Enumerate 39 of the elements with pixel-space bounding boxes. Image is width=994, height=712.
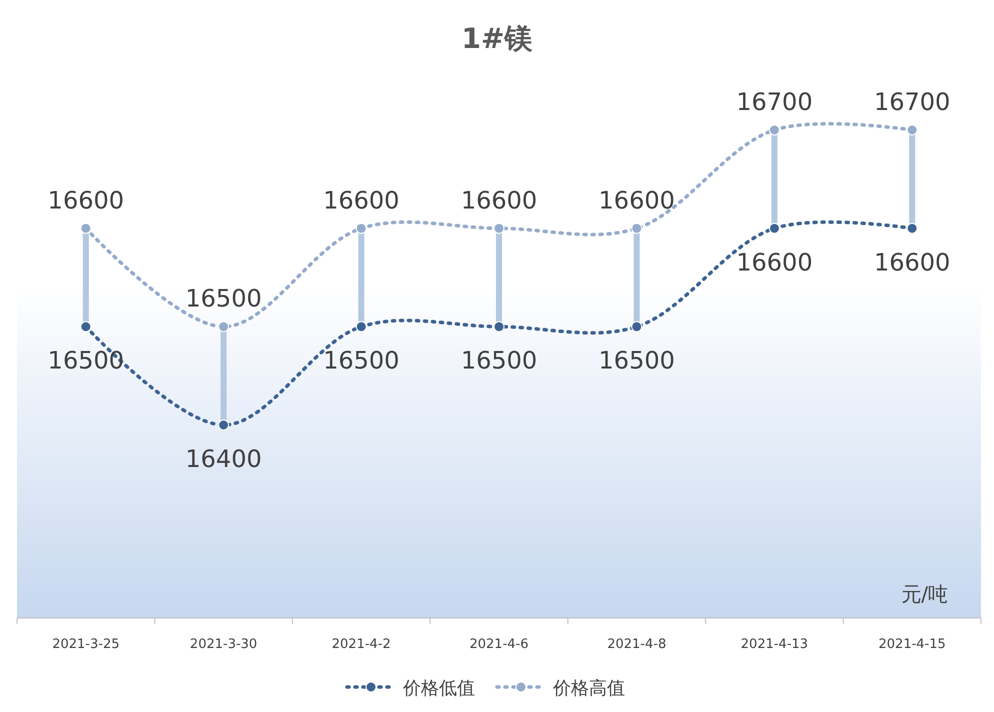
x-tick-label: 2021-4-15 [878,637,946,652]
data-label: 16500 [323,346,400,375]
data-label: 16600 [460,186,538,214]
x-tick-label: 2021-4-13 [740,637,808,652]
data-label: 16600 [323,186,400,214]
x-tick-label: 2021-4-2 [332,637,391,652]
legend-label: 价格低值 [402,678,475,699]
point [631,222,642,234]
data-label: 16700 [736,88,813,116]
point [906,124,918,136]
data-label: 16500 [598,346,675,375]
point [356,222,367,234]
data-label: 16600 [598,186,675,214]
x-tick-label: 2021-3-30 [190,637,258,652]
point [80,321,92,332]
text: 元/吨 [901,582,948,606]
point [906,222,918,234]
point [80,222,92,234]
data-label: 16400 [185,445,262,473]
point [494,321,504,332]
data-label: 16500 [185,284,262,313]
data-label: 16700 [874,88,950,116]
data-label: 16600 [874,248,950,276]
data-label: 16600 [736,248,813,276]
point [218,420,230,430]
point [768,124,780,136]
data-label: 16600 [48,186,124,214]
data-label: 16500 [460,346,538,375]
point [768,222,780,234]
x-tick-label: 2021-3-25 [52,637,120,652]
x-tick-label: 2021-4-8 [607,637,666,652]
x-tick-label: 2021-4-6 [469,637,529,652]
chart-title: 1#镁 [462,22,534,55]
point [494,222,504,234]
data-label: 16500 [48,346,124,375]
point [631,321,642,332]
legend-label: 价格高值 [552,678,625,699]
point [356,321,367,332]
point [218,321,230,332]
